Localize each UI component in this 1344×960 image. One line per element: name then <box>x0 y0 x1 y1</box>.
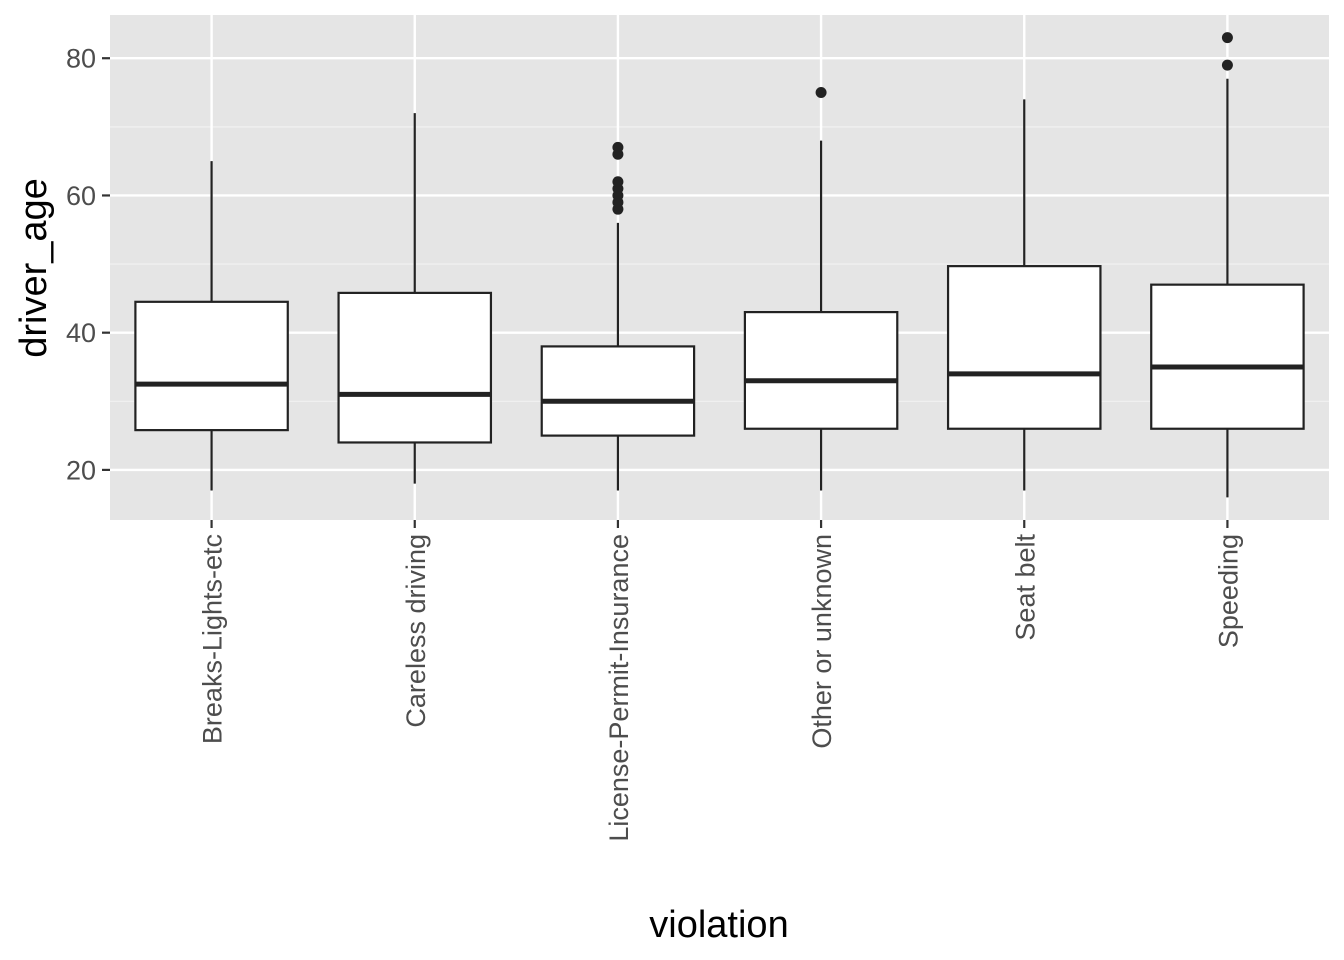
box-body <box>337 291 493 444</box>
box-body <box>134 300 289 432</box>
box-body <box>946 265 1102 430</box>
x-tick-label: Speeding <box>1213 534 1243 648</box>
box-series <box>134 32 1305 498</box>
y-tick-label: 60 <box>66 181 96 211</box>
y-tick-label: 80 <box>66 44 96 74</box>
box-breaks-lights-etc <box>134 161 289 491</box>
box-body <box>1150 283 1305 430</box>
minor-gridlines <box>110 126 1329 402</box>
outlier-point <box>815 87 827 99</box>
box-careless-driving <box>337 113 493 484</box>
x-axis-title: violation <box>649 904 788 946</box>
plot-panel <box>110 15 1329 520</box>
x-tick-label: Other or unknown <box>807 534 837 749</box>
box-body <box>743 310 899 430</box>
box-seat-belt <box>946 99 1102 491</box>
outlier-point <box>1221 32 1233 44</box>
outlier-point <box>1221 59 1233 71</box>
x-tick-label: License-Permit-Insurance <box>604 534 634 842</box>
x-tick-label: Seat belt <box>1010 534 1040 641</box>
y-axis: 20 40 60 80 <box>66 44 110 485</box>
box-speeding <box>1150 32 1305 498</box>
x-axis: Breaks-Lights-etc Careless driving License… <box>198 520 1243 842</box>
box-other-or-unknown <box>743 87 899 491</box>
x-tick-label: Careless driving <box>401 534 431 728</box>
box-body <box>540 345 696 437</box>
x-tick-label: Breaks-Lights-etc <box>198 534 228 744</box>
outlier-point <box>612 176 624 188</box>
outlier-point <box>612 141 624 153</box>
y-tick-label: 20 <box>66 455 96 485</box>
y-tick-label: 40 <box>66 318 96 348</box>
y-axis-title: driver_age <box>13 178 55 358</box>
box-license-permit-insurance <box>540 141 696 491</box>
